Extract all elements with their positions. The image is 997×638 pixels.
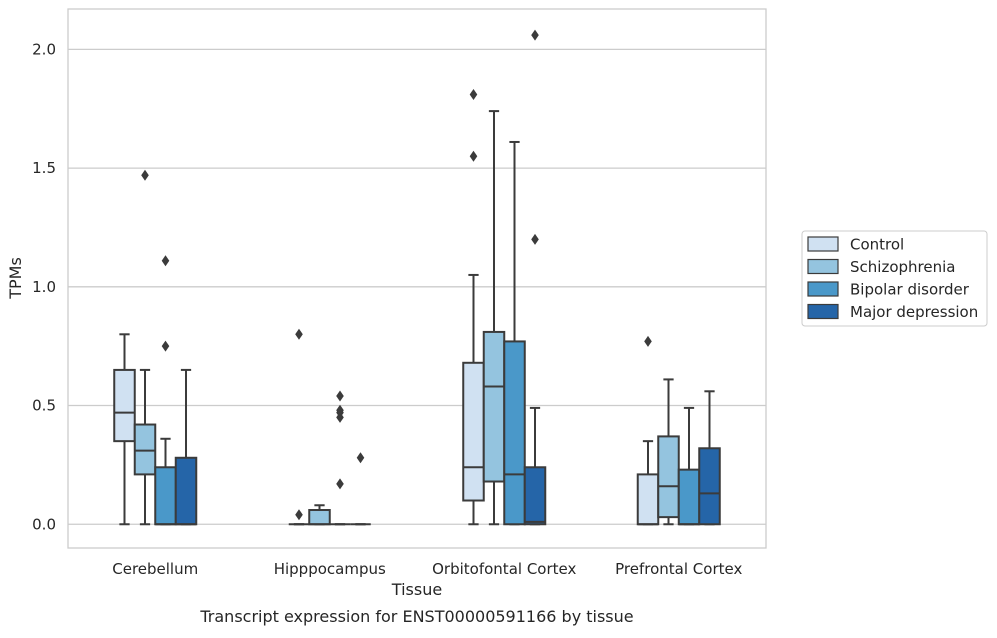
box-body xyxy=(154,466,177,526)
box-body xyxy=(462,361,485,502)
box-body xyxy=(698,447,721,526)
box-body xyxy=(308,509,331,526)
x-tick-label: Orbitofontal Cortex xyxy=(432,560,576,578)
plot-area-frame xyxy=(67,8,767,549)
box xyxy=(350,452,371,526)
legend-label: Bipolar disorder xyxy=(850,281,970,299)
y-axis-title: TPMs xyxy=(6,257,25,300)
legend-frame xyxy=(801,230,988,327)
y-tick-label: 1.0 xyxy=(32,278,56,296)
y-tick-label: 0.0 xyxy=(32,515,56,533)
x-tick-label: Cerebellum xyxy=(112,560,198,578)
x-tick-labels: Cerebellum Hipppocampus Orbitofontal Corte… xyxy=(112,560,742,578)
box-body xyxy=(482,330,506,483)
outlier-point xyxy=(531,29,539,41)
box xyxy=(174,368,198,526)
legend-swatch xyxy=(807,281,839,297)
box xyxy=(698,390,721,526)
box xyxy=(503,140,526,526)
box-body xyxy=(657,435,680,519)
outlier-point xyxy=(336,390,344,402)
outlier-point xyxy=(141,169,149,181)
x-axis-title: Tissue xyxy=(391,580,442,599)
series-major-depression xyxy=(174,29,721,526)
legend-label: Control xyxy=(850,236,904,254)
box-body xyxy=(677,468,701,526)
outlier-point xyxy=(295,328,303,340)
box xyxy=(154,255,177,526)
outlier-point xyxy=(469,150,478,162)
x-tick-label: Prefrontal Cortex xyxy=(615,560,742,578)
box-body xyxy=(636,473,660,526)
y-tick-label: 0.5 xyxy=(32,397,56,415)
box xyxy=(636,335,660,526)
box-series xyxy=(113,29,721,526)
legend: Control Schizophrenia Bipolar disorder Majo… xyxy=(801,230,988,327)
outlier-point xyxy=(531,233,539,245)
box xyxy=(462,88,485,526)
legend-label: Major depression xyxy=(850,303,978,321)
box-body xyxy=(113,368,136,443)
outlier-point xyxy=(161,340,170,352)
box xyxy=(133,169,157,526)
box xyxy=(288,328,310,526)
box-body xyxy=(523,466,547,526)
outlier-point xyxy=(469,88,478,100)
y-tick-labels: 0.0 0.5 1.0 1.5 2.0 xyxy=(32,40,56,533)
box xyxy=(308,504,331,526)
x-tick-label: Hipppocampus xyxy=(274,560,386,578)
legend-items: Control Schizophrenia Bipolar disorder Majo… xyxy=(807,236,978,321)
outlier-point xyxy=(336,404,344,416)
box xyxy=(329,390,351,526)
box-body xyxy=(503,340,526,526)
legend-swatch xyxy=(807,236,839,252)
outlier-point xyxy=(295,509,303,521)
box xyxy=(482,110,506,526)
series-bipolar-disorder xyxy=(154,140,701,526)
y-tick-label: 2.0 xyxy=(32,40,56,58)
box-body xyxy=(133,423,157,476)
outlier-point xyxy=(644,335,652,347)
series-control xyxy=(113,88,660,526)
box-body xyxy=(174,456,198,526)
outlier-point xyxy=(356,452,365,464)
legend-label: Schizophrenia xyxy=(850,258,955,276)
outlier-point xyxy=(161,255,170,267)
legend-swatch xyxy=(807,258,839,275)
box xyxy=(677,406,701,526)
y-tick-label: 1.5 xyxy=(32,159,56,177)
box xyxy=(657,378,680,526)
outlier-point xyxy=(336,478,344,490)
box xyxy=(523,29,547,526)
series-schizophrenia xyxy=(133,110,680,526)
box xyxy=(113,333,136,526)
legend-swatch xyxy=(807,303,839,320)
figure-caption: Transcript expression for ENST0000059116… xyxy=(199,607,633,626)
